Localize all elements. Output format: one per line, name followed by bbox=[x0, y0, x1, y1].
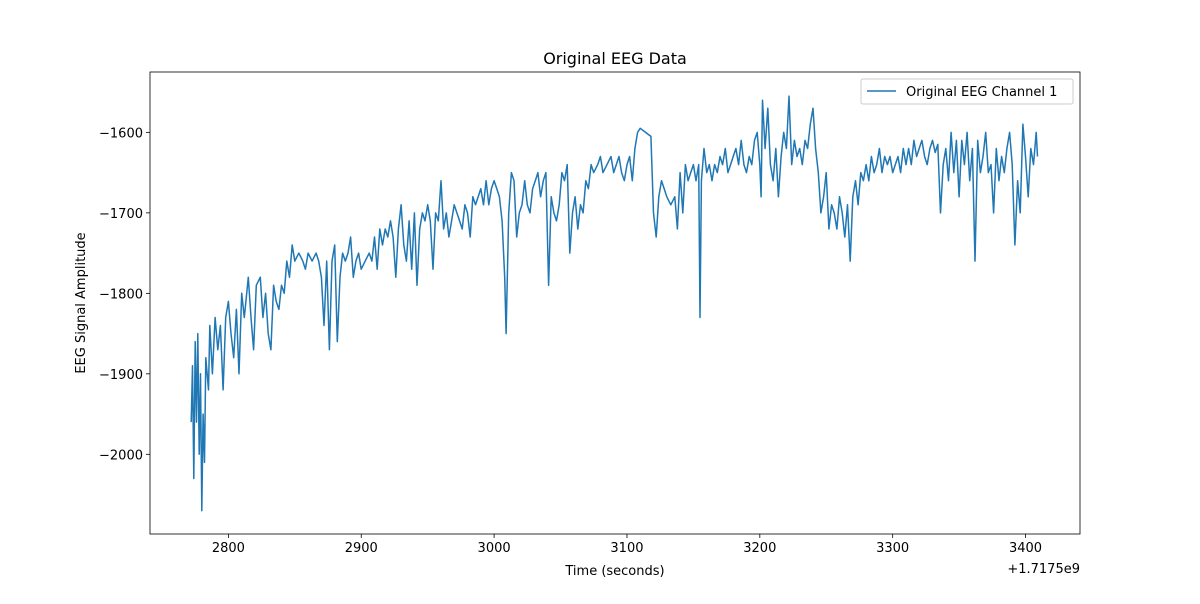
y-tick-label: −1700 bbox=[99, 207, 143, 222]
x-tick-label: 3400 bbox=[1009, 541, 1042, 556]
x-tick-label: 2900 bbox=[345, 541, 378, 556]
x-axis-label: Time (seconds) bbox=[564, 564, 664, 579]
y-axis-label: EEG Signal Amplitude bbox=[74, 232, 89, 373]
series-line-original-eeg-channel-1 bbox=[190, 95, 1039, 512]
y-tick-label: −1600 bbox=[99, 126, 143, 141]
x-offset-label: +1.7175e9 bbox=[1007, 562, 1080, 577]
x-tick-label: 3300 bbox=[876, 541, 909, 556]
chart-title: Original EEG Data bbox=[543, 49, 687, 68]
y-tick-label: −2000 bbox=[99, 448, 143, 463]
y-tick-label: −1900 bbox=[99, 368, 143, 383]
x-tick-label: 3100 bbox=[610, 541, 643, 556]
x-axis: 2800 2900 3000 3100 3200 3300 3400 bbox=[212, 534, 1042, 556]
legend-frame bbox=[860, 78, 1074, 105]
y-axis: −1600 −1700 −1800 −1900 −2000 bbox=[99, 126, 150, 463]
legend-label: Original EEG Channel 1 bbox=[906, 85, 1057, 100]
x-tick-label: 3000 bbox=[478, 541, 511, 556]
x-tick-label: 3200 bbox=[743, 541, 776, 556]
plot-area bbox=[149, 71, 1081, 535]
x-tick-label: 2800 bbox=[212, 541, 245, 556]
axes-frame bbox=[149, 71, 1081, 535]
y-tick-label: −1800 bbox=[99, 287, 143, 302]
legend: Original EEG Channel 1 bbox=[860, 78, 1074, 105]
